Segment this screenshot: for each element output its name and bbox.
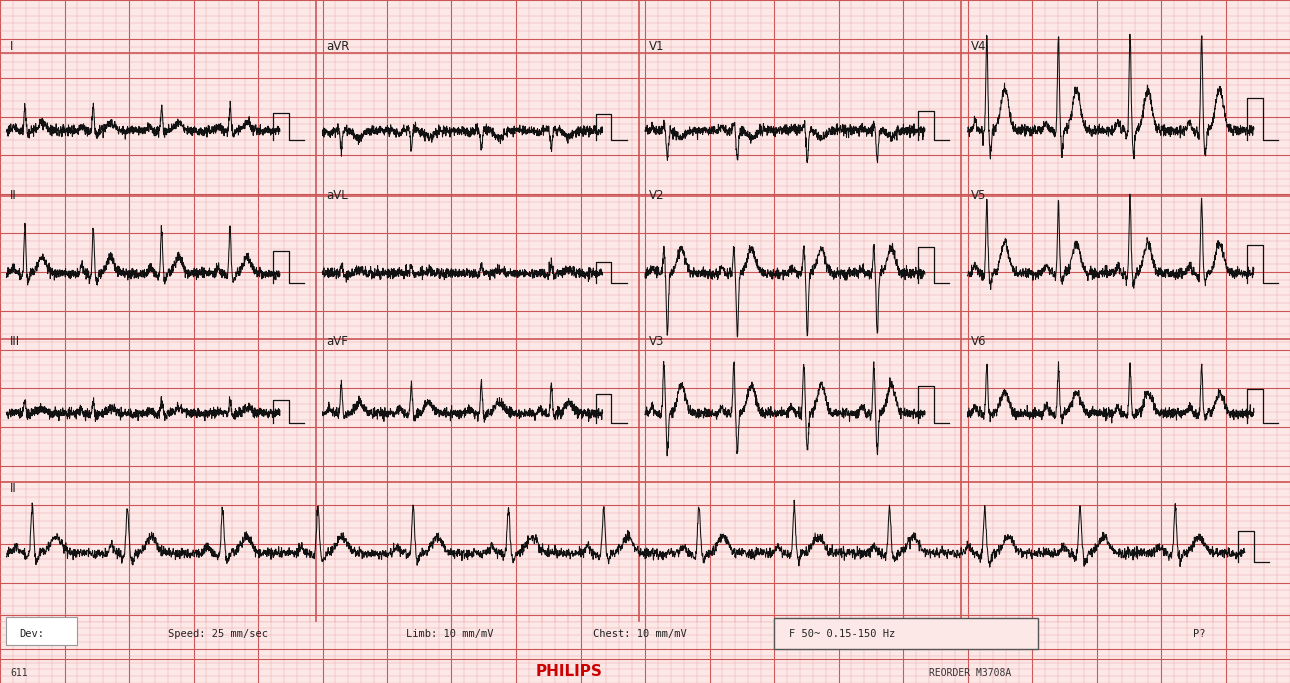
Text: V4: V4 [971, 40, 987, 53]
Text: V1: V1 [649, 40, 664, 53]
Text: II: II [10, 189, 17, 202]
Text: aVF: aVF [326, 335, 348, 348]
Text: F 50~ 0.15-150 Hz: F 50~ 0.15-150 Hz [789, 628, 895, 639]
Text: 611: 611 [10, 668, 28, 678]
Text: aVR: aVR [326, 40, 350, 53]
Text: aVL: aVL [326, 189, 348, 202]
Text: Limb: 10 mm/mV: Limb: 10 mm/mV [406, 628, 494, 639]
Text: V3: V3 [649, 335, 664, 348]
Text: V5: V5 [971, 189, 987, 202]
Text: Speed: 25 mm/sec: Speed: 25 mm/sec [168, 628, 268, 639]
Text: II: II [10, 482, 17, 495]
Text: PHILIPS: PHILIPS [535, 664, 602, 679]
Text: Dev:: Dev: [19, 628, 44, 639]
Text: III: III [10, 335, 21, 348]
Text: REORDER M3708A: REORDER M3708A [929, 668, 1011, 678]
Bar [6, 617, 77, 645]
Text: V2: V2 [649, 189, 664, 202]
Text: I: I [10, 40, 14, 53]
Text: V6: V6 [971, 335, 987, 348]
Text: Chest: 10 mm/mV: Chest: 10 mm/mV [593, 628, 688, 639]
Text: P?: P? [1193, 628, 1206, 639]
FancyBboxPatch shape [774, 619, 1038, 649]
